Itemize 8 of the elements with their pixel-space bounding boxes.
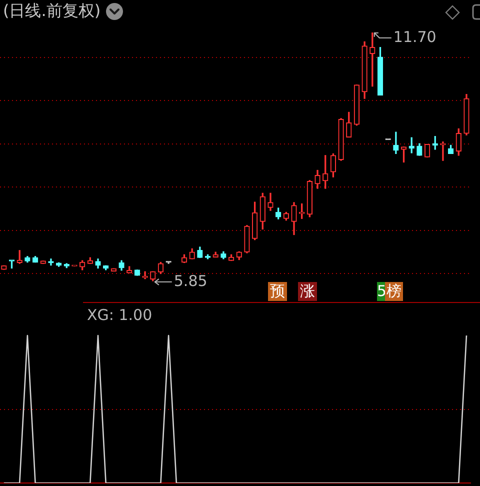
badge: 5 bbox=[377, 282, 385, 301]
badge: 涨 bbox=[298, 282, 317, 301]
annotation: 11.70 bbox=[393, 28, 436, 46]
badge: 预 bbox=[268, 282, 287, 301]
chart-title: XG: 1.00 bbox=[87, 306, 152, 324]
annotation: 5.85 bbox=[174, 272, 208, 290]
badge: 榜 bbox=[385, 282, 403, 301]
chart-title: (日线.前复权) bbox=[3, 1, 101, 20]
